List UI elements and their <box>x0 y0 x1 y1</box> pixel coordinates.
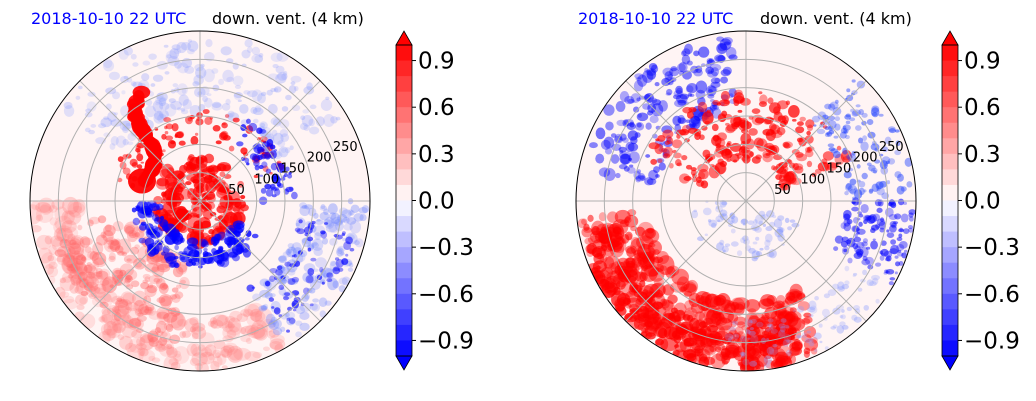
panel-left-title-variable: down. vent. (4 km) <box>212 9 364 28</box>
radial-tick-label: 200 <box>307 151 332 166</box>
colorbar-level <box>396 76 412 93</box>
grid-spoke <box>79 80 201 202</box>
radial-tick-label: 100 <box>254 172 279 187</box>
colorbar-level <box>396 216 412 233</box>
colorbar-level <box>396 262 412 279</box>
colorbar-level <box>396 309 412 326</box>
polar-panel-left: 2018-10-10 22 UTC down. vent. (4 km) 50 1… <box>29 9 474 372</box>
colorbar-level <box>396 340 412 357</box>
colorbar-tick-label: 0.6 <box>418 95 455 121</box>
colorbar-tick-label: −0.3 <box>964 235 1020 261</box>
polar-panel-right: 2018-10-10 22 UTC down. vent. (4 km) 50 1… <box>546 0 1036 401</box>
colorbar-level <box>942 76 958 93</box>
grid-spoke <box>745 200 867 322</box>
colorbar-level <box>396 153 412 170</box>
colorbar-level <box>396 138 412 155</box>
colorbar-level <box>942 340 958 357</box>
colorbar-level <box>942 122 958 139</box>
colorbar-level <box>396 278 412 295</box>
colorbar-level <box>942 169 958 186</box>
radial-tick-label: 50 <box>228 183 245 198</box>
colorbar: 0.9 0.6 0.3 0.0 −0.3 −0.6 −0.9 <box>941 30 1020 371</box>
colorbar-level <box>396 45 412 62</box>
colorbar-extend-max <box>395 30 413 46</box>
colorbar-extend-max <box>941 30 959 46</box>
colorbar-extend-min <box>941 355 959 371</box>
colorbar: 0.9 0.6 0.3 0.0 −0.3 −0.6 −0.9 <box>395 30 474 371</box>
colorbar-level <box>942 231 958 248</box>
colorbar-level <box>396 324 412 341</box>
colorbar-tick-label: 0.3 <box>964 142 1001 168</box>
colorbar-level <box>396 91 412 108</box>
grid-spoke <box>745 80 867 202</box>
colorbar-tick-label: 0.9 <box>418 49 455 75</box>
polar-boundary <box>575 30 917 372</box>
colorbar-level <box>396 60 412 77</box>
radial-tick-label: 100 <box>800 172 825 187</box>
colorbar-tick-label: −0.3 <box>418 235 474 261</box>
colorbar-level <box>942 324 958 341</box>
colorbar-extend-min <box>395 355 413 371</box>
colorbar-tick-label: 0.9 <box>964 49 1001 75</box>
colorbar-level <box>396 184 412 201</box>
grid-spoke <box>199 200 321 322</box>
colorbar-tick-label: −0.9 <box>964 328 1020 354</box>
colorbar-level <box>942 153 958 170</box>
colorbar-level <box>942 45 958 62</box>
colorbar-level <box>396 247 412 264</box>
colorbar-tick-label: 0.0 <box>964 189 1001 215</box>
radial-tick-label: 250 <box>333 140 358 155</box>
colorbar-level <box>396 122 412 139</box>
colorbar-level <box>942 91 958 108</box>
colorbar-level <box>942 278 958 295</box>
colorbar-level <box>942 216 958 233</box>
colorbar-tick-label: −0.9 <box>418 328 474 354</box>
colorbar-tick-label: −0.6 <box>418 282 474 308</box>
colorbar-level <box>396 169 412 186</box>
panel-right-title-date: 2018-10-10 22 UTC <box>578 9 734 28</box>
colorbar-level <box>396 200 412 217</box>
colorbar-level <box>942 309 958 326</box>
polar-boundary <box>29 30 371 372</box>
radial-tick-label: 150 <box>281 161 306 176</box>
field-texture <box>577 36 916 371</box>
radial-tick-label: 250 <box>879 140 904 155</box>
panel-left-title-date: 2018-10-10 22 UTC <box>31 9 187 28</box>
radial-tick-label: 200 <box>853 151 878 166</box>
panel-right-title-variable: down. vent. (4 km) <box>760 9 912 28</box>
radial-tick-label: 50 <box>774 183 791 198</box>
grid-spoke <box>79 200 201 322</box>
colorbar-tick-label: 0.0 <box>418 189 455 215</box>
colorbar-level <box>942 262 958 279</box>
colorbar-level <box>942 200 958 217</box>
grid-spoke <box>199 80 321 202</box>
colorbar-level <box>396 107 412 124</box>
colorbar-tick-label: 0.3 <box>418 142 455 168</box>
colorbar-level <box>942 293 958 310</box>
colorbar-tick-label: −0.6 <box>964 282 1020 308</box>
grid-spoke <box>625 200 747 322</box>
radial-tick-label: 150 <box>827 161 852 176</box>
colorbar-level <box>396 231 412 248</box>
colorbar-level <box>942 184 958 201</box>
colorbar-level <box>942 247 958 264</box>
colorbar-level <box>396 293 412 310</box>
colorbar-level <box>942 107 958 124</box>
grid-spoke <box>625 80 747 202</box>
colorbar-level <box>942 60 958 77</box>
colorbar-level <box>942 138 958 155</box>
colorbar-tick-label: 0.6 <box>964 95 1001 121</box>
